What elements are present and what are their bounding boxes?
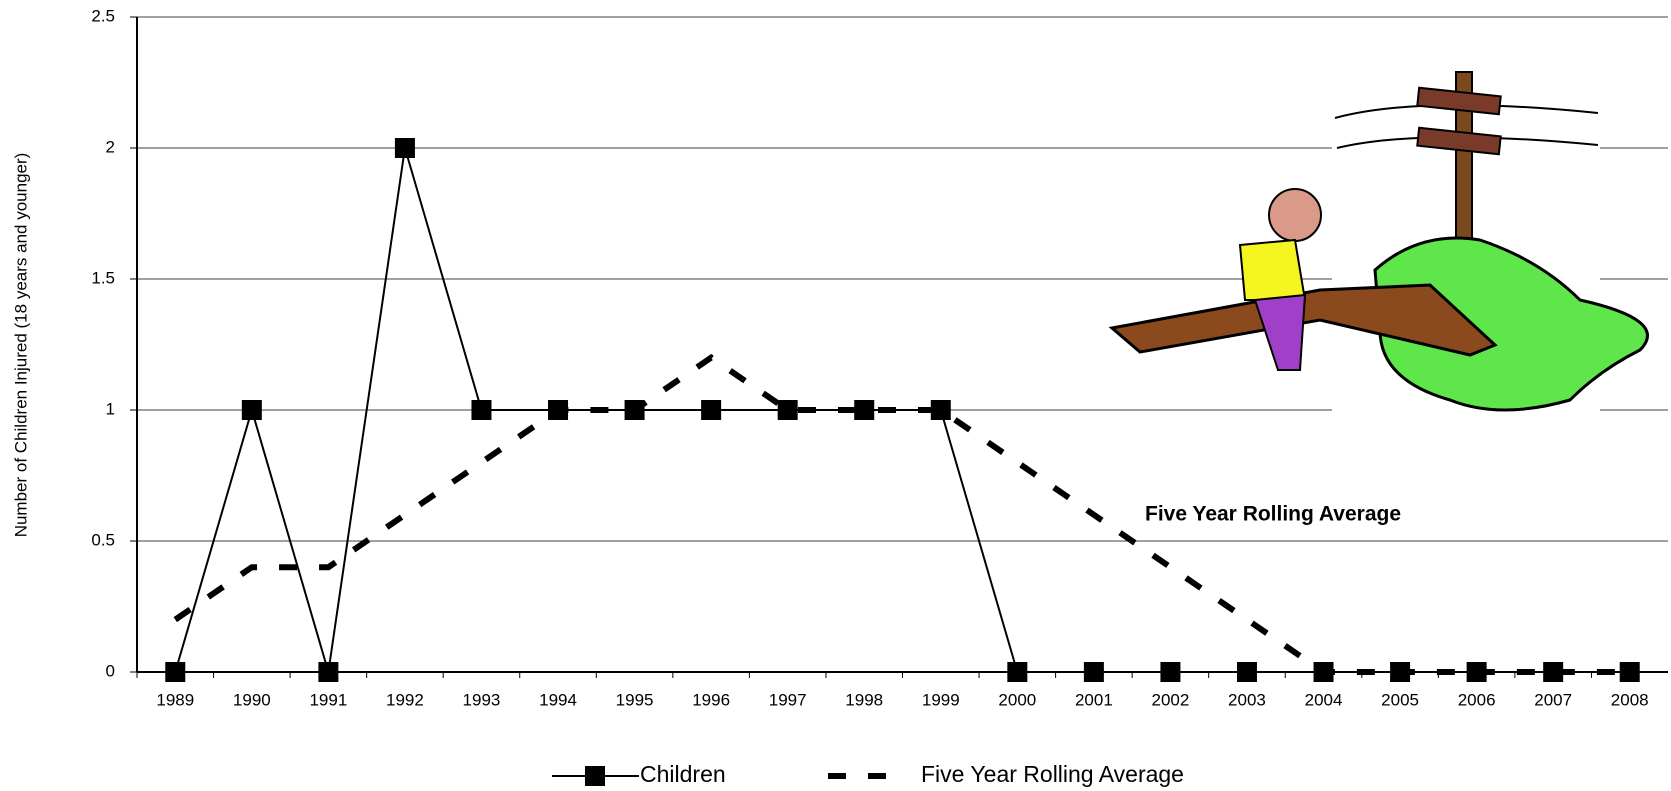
- marker: [394, 138, 415, 158]
- marker: [471, 400, 492, 420]
- x-tick-label: 2002: [1152, 690, 1190, 709]
- y-tick-label: 1: [106, 399, 115, 418]
- legend-label: Children: [640, 761, 726, 787]
- x-tick-label: 1990: [233, 690, 271, 709]
- y-tick-label: 0: [106, 661, 115, 680]
- x-tick-label: 1995: [616, 690, 654, 709]
- legend-swatch: [585, 766, 605, 786]
- marker: [1466, 662, 1487, 682]
- x-tick-label: 2003: [1228, 690, 1266, 709]
- legend-label: Five Year Rolling Average: [921, 761, 1184, 787]
- x-tick-label: 1996: [692, 690, 730, 709]
- legend-item: Five Year Rolling Average: [828, 761, 1184, 787]
- marker: [701, 400, 722, 420]
- legend-item: Children: [552, 761, 726, 787]
- x-tick-label: 1992: [386, 690, 424, 709]
- marker: [318, 662, 339, 682]
- x-tick-label: 2008: [1611, 690, 1649, 709]
- x-tick-label: 2005: [1381, 690, 1419, 709]
- y-tick-label: 2: [106, 137, 115, 156]
- y-tick-label: 1.5: [91, 268, 115, 287]
- x-tick-label: 1993: [463, 690, 501, 709]
- series-line: [174, 147, 1630, 673]
- x-tick-label: 1989: [156, 690, 194, 709]
- x-tick-label: 2004: [1305, 690, 1343, 709]
- marker: [1083, 662, 1104, 682]
- marker: [1160, 662, 1181, 682]
- marker: [241, 400, 262, 420]
- x-tick-label: 2000: [998, 690, 1036, 709]
- marker: [777, 400, 798, 420]
- clipart: [1108, 71, 1649, 415]
- y-axis-label: Number of Children Injured (18 years and…: [11, 153, 30, 538]
- x-tick-label: 2001: [1075, 690, 1113, 709]
- x-tick-label: 1991: [309, 690, 347, 709]
- marker: [930, 400, 951, 420]
- y-tick-label: 0.5: [91, 530, 115, 549]
- annotation: Five Year Rolling Average: [1145, 503, 1401, 526]
- marker: [854, 400, 875, 420]
- marker: [1619, 662, 1640, 682]
- y-tick-label: 2.5: [91, 6, 115, 25]
- marker: [1236, 662, 1257, 682]
- x-tick-label: 2006: [1458, 690, 1496, 709]
- x-tick-label: 2007: [1534, 690, 1572, 709]
- marker: [1007, 662, 1028, 682]
- marker: [1543, 662, 1564, 682]
- x-tick-label: 1994: [539, 690, 577, 709]
- marker: [165, 662, 186, 682]
- x-tick-label: 1997: [769, 690, 807, 709]
- x-tick-label: 1998: [845, 690, 883, 709]
- x-tick-label: 1999: [922, 690, 960, 709]
